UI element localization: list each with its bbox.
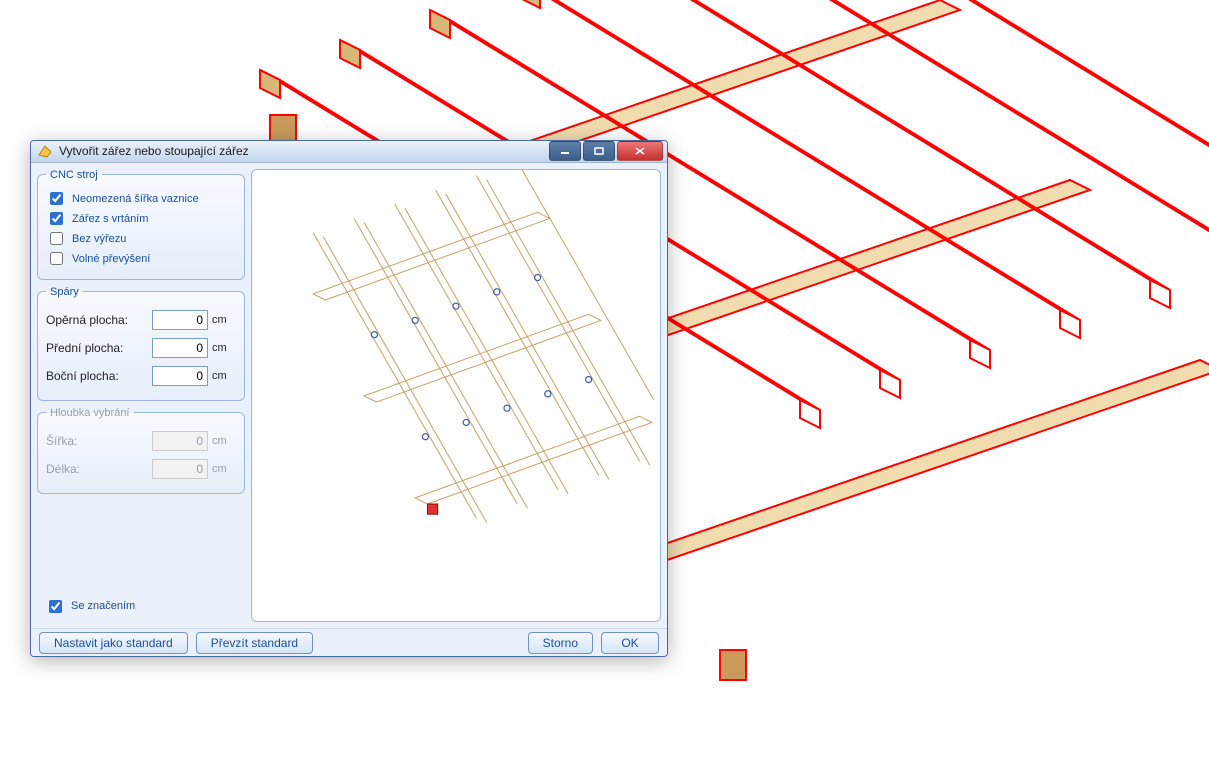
input-delka (152, 459, 208, 479)
checkbox-volne-prevyseni[interactable] (50, 252, 63, 265)
cnc-option-row: Volné převýšení (46, 249, 236, 269)
group-hloubka-legend: Hloubka vybrání (46, 407, 134, 419)
dialog-title: Vytvořit zářez nebo stoupající zářez (59, 144, 547, 158)
label-delka: Délka: (46, 462, 152, 476)
unit-label: cm (208, 435, 236, 447)
row-se-znacenim: Se značením (37, 590, 245, 622)
checkbox-label: Se značením (71, 600, 135, 612)
group-hloubka-vybrani: Hloubka vybrání Šířka: cm Délka: cm (37, 407, 245, 494)
take-standard-button[interactable]: Převzít standard (196, 632, 313, 654)
cnc-option-row: Bez výřezu (46, 229, 236, 249)
preview-panel (251, 169, 661, 623)
label-sirka: Šířka: (46, 434, 152, 448)
checkbox-zarez-s-vrtanim[interactable] (50, 212, 63, 225)
window-minimize-button[interactable] (549, 141, 581, 161)
window-maximize-button[interactable] (583, 141, 615, 161)
preview-selected-node-icon (427, 504, 437, 514)
unit-label: cm (208, 370, 236, 382)
input-bocni-plocha[interactable] (152, 366, 208, 386)
group-cnc-stroj: CNC stroj Neomezená šířka vaznice Zářez … (37, 169, 245, 280)
group-spary-legend: Spáry (46, 286, 83, 298)
cnc-option-row: Neomezená šířka vaznice (46, 189, 236, 209)
preview-wireframe (252, 170, 660, 622)
checkbox-label: Bez výřezu (72, 233, 126, 245)
dialog-vytvorit-zarez: Vytvořit zářez nebo stoupající zářez CNC… (30, 140, 668, 657)
unit-label: cm (208, 342, 236, 354)
set-standard-button[interactable]: Nastavit jako standard (39, 632, 188, 654)
unit-label: cm (208, 314, 236, 326)
dialog-footer: Nastavit jako standard Převzít standard … (31, 628, 667, 656)
group-spary: Spáry Opěrná plocha: cm Přední plocha: c… (37, 286, 245, 401)
group-cnc-legend: CNC stroj (46, 169, 102, 181)
label-bocni-plocha: Boční plocha: (46, 369, 152, 383)
window-close-button[interactable] (617, 141, 663, 161)
input-operna-plocha[interactable] (152, 310, 208, 330)
unit-label: cm (208, 463, 236, 475)
titlebar[interactable]: Vytvořit zářez nebo stoupající zářez (31, 141, 667, 163)
app-icon (37, 143, 53, 159)
checkbox-label: Neomezená šířka vaznice (72, 193, 199, 205)
checkbox-label: Volné převýšení (72, 253, 150, 265)
cancel-button[interactable]: Storno (528, 632, 593, 654)
checkbox-neomezena-sirka[interactable] (50, 192, 63, 205)
ok-button[interactable]: OK (601, 632, 659, 654)
label-predni-plocha: Přední plocha: (46, 341, 152, 355)
checkbox-label: Zářez s vrtáním (72, 213, 148, 225)
label-operna-plocha: Opěrná plocha: (46, 313, 152, 327)
checkbox-se-znacenim[interactable] (49, 600, 62, 613)
input-predni-plocha[interactable] (152, 338, 208, 358)
checkbox-bez-vyrezu[interactable] (50, 232, 63, 245)
cnc-option-row: Zářez s vrtáním (46, 209, 236, 229)
input-sirka (152, 431, 208, 451)
